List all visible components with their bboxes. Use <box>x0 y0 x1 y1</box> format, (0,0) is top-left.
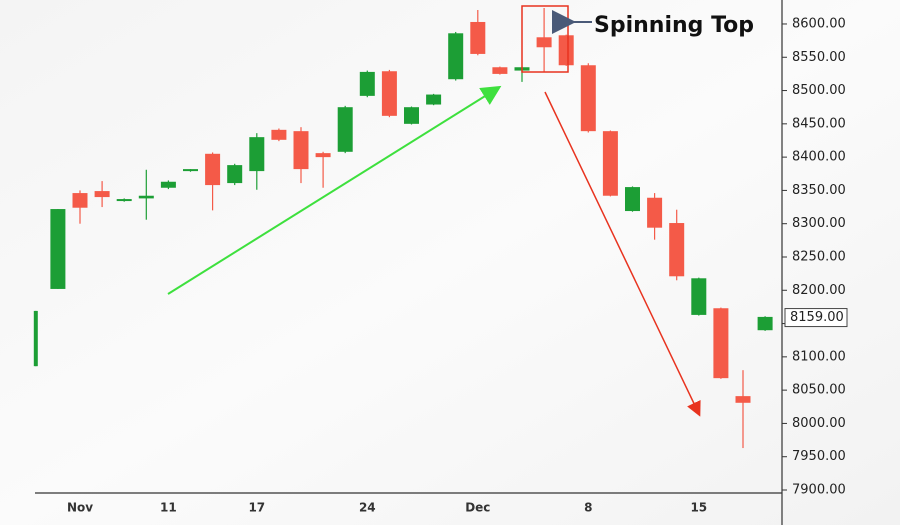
y-tick-label: 7950.00 <box>792 449 846 464</box>
candle-body <box>735 396 751 403</box>
uptrend-arrow <box>167 85 502 295</box>
x-tick-label: 24 <box>359 501 376 515</box>
y-tick-label: 8050.00 <box>792 383 846 398</box>
y-tick-label: 8250.00 <box>792 249 846 264</box>
y-tick-label: 8100.00 <box>792 349 846 364</box>
y-tick-label: 8600.00 <box>792 16 846 31</box>
candle-body <box>50 209 66 289</box>
y-tick-label: 8300.00 <box>792 216 846 231</box>
candle-body <box>271 129 287 140</box>
candle-body <box>94 191 110 198</box>
annotation: Spinning Top <box>594 13 754 38</box>
highlight-box <box>521 5 569 73</box>
candle-body <box>183 169 198 172</box>
y-tick-label: 8450.00 <box>792 116 846 131</box>
candle-body <box>757 316 773 331</box>
candle-body <box>72 193 88 208</box>
candle-body <box>138 195 154 199</box>
downtrend-arrow <box>544 91 701 417</box>
last-price-box <box>784 308 848 328</box>
candle-body <box>337 107 353 152</box>
candle-body <box>116 199 132 202</box>
last-price-label: 8159.00 <box>790 310 844 325</box>
candle-body <box>227 165 243 184</box>
candle-body <box>160 181 176 188</box>
x-tick-label: 17 <box>248 501 265 515</box>
candle-body <box>669 223 685 277</box>
candle-body <box>381 71 397 116</box>
candle-body <box>426 94 442 105</box>
y-tick-label: 8200.00 <box>792 283 846 298</box>
y-tick-label: 8500.00 <box>792 83 846 98</box>
x-tick-label: 15 <box>690 501 707 515</box>
candle-body <box>625 187 640 212</box>
y-tick-label: 8550.00 <box>792 50 846 65</box>
candle-body <box>492 67 508 74</box>
x-tick-label: Dec <box>465 501 490 515</box>
candle-body <box>33 310 38 367</box>
candle-body <box>205 153 221 186</box>
y-tick-label: 7900.00 <box>792 483 846 498</box>
x-tick-label: Nov <box>67 501 93 515</box>
candle-body <box>293 131 309 170</box>
candle-body <box>580 65 596 132</box>
candle-body <box>249 137 265 172</box>
candle-body <box>647 197 663 228</box>
candle-body <box>536 37 552 48</box>
y-tick-label: 8400.00 <box>792 150 846 165</box>
candle-body <box>359 71 375 96</box>
y-tick-label: 8350.00 <box>792 183 846 198</box>
candle-body <box>448 33 464 80</box>
candle-body <box>470 21 486 54</box>
candle-body <box>315 153 331 158</box>
x-tick-label: 8 <box>584 501 592 515</box>
candle-body <box>602 131 618 196</box>
candle-body <box>691 278 707 315</box>
x-tick-label: 11 <box>160 501 177 515</box>
y-tick-label: 8000.00 <box>792 416 846 431</box>
candle-body <box>404 107 419 124</box>
candle-body <box>713 308 729 379</box>
candle-body <box>558 35 574 66</box>
